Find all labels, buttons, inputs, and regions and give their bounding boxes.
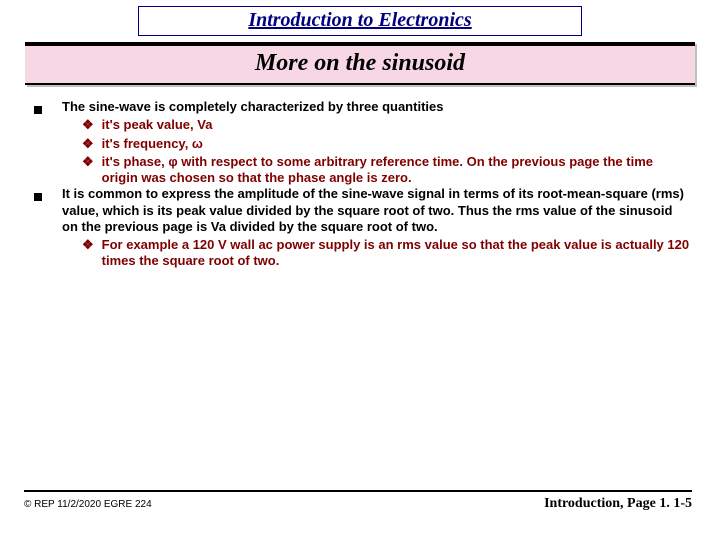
diamond-bullet-icon: ❖ bbox=[82, 136, 94, 152]
slide: Introduction to Electronics More on the … bbox=[0, 0, 720, 540]
subtitle-inner: More on the sinusoid bbox=[25, 46, 695, 83]
title-box: Introduction to Electronics bbox=[138, 6, 582, 36]
list-item: ❖ For example a 120 V wall ac power supp… bbox=[34, 237, 690, 270]
footer-rule bbox=[24, 490, 692, 492]
diamond-bullet-icon: ❖ bbox=[82, 117, 94, 133]
footer-left: © REP 11/2/2020 EGRE 224 bbox=[24, 499, 152, 510]
bullet-text: it's peak value, Va bbox=[102, 117, 213, 133]
list-item: ❖ it's frequency, ω bbox=[34, 136, 690, 152]
list-item: The sine-wave is completely characterize… bbox=[34, 99, 690, 115]
diamond-bullet-icon: ❖ bbox=[82, 237, 94, 253]
footer-row: © REP 11/2/2020 EGRE 224 Introduction, P… bbox=[24, 496, 692, 512]
bullet-text: For example a 120 V wall ac power supply… bbox=[102, 237, 690, 270]
bullet-text: The sine-wave is completely characterize… bbox=[62, 99, 443, 115]
content-body: The sine-wave is completely characterize… bbox=[0, 85, 720, 270]
bullet-text: It is common to express the amplitude of… bbox=[62, 186, 690, 235]
page-title: Introduction to Electronics bbox=[248, 9, 471, 31]
list-item: It is common to express the amplitude of… bbox=[34, 186, 690, 235]
bullet-text: it's frequency, ω bbox=[102, 136, 203, 152]
square-bullet-icon bbox=[34, 106, 42, 114]
subtitle-text: More on the sinusoid bbox=[255, 50, 465, 76]
list-item: ❖ it's phase, φ with respect to some arb… bbox=[34, 154, 690, 187]
diamond-bullet-icon: ❖ bbox=[82, 154, 94, 170]
list-item: ❖ it's peak value, Va bbox=[34, 117, 690, 133]
footer-right: Introduction, Page 1. 1-5 bbox=[544, 496, 692, 512]
subtitle-bar: More on the sinusoid bbox=[25, 42, 695, 85]
square-bullet-icon bbox=[34, 193, 42, 201]
bullet-text: it's phase, φ with respect to some arbit… bbox=[102, 154, 690, 187]
footer: © REP 11/2/2020 EGRE 224 Introduction, P… bbox=[0, 490, 720, 512]
